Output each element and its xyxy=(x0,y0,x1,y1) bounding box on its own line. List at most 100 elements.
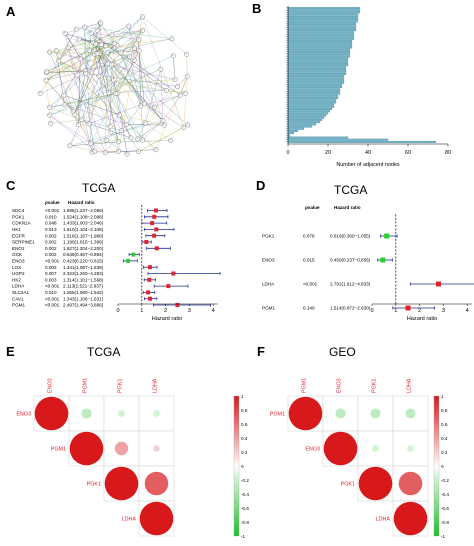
network-edge xyxy=(120,39,139,53)
corr-col-label: PGM1 xyxy=(302,378,308,393)
forest-point xyxy=(126,258,131,263)
bar-b xyxy=(287,35,355,38)
ppi-network xyxy=(37,14,191,157)
network-node-shine xyxy=(79,57,81,60)
bar-b xyxy=(287,90,341,93)
forest-gene-label: SLC2A1 xyxy=(12,290,30,295)
network-edge xyxy=(107,50,140,53)
network-node-shine xyxy=(48,50,50,53)
network-node-shine xyxy=(125,123,127,125)
network-edge xyxy=(91,32,146,124)
network-node-shine xyxy=(49,122,52,124)
bar-b xyxy=(287,132,295,135)
network-node-shine xyxy=(128,55,131,58)
forest-gene-label: HK1 xyxy=(12,227,21,232)
forest-gene-label: PGM1 xyxy=(12,303,25,308)
network-edge xyxy=(79,38,112,65)
panel-c-title: TCGA xyxy=(82,181,115,195)
network-edge xyxy=(92,42,164,121)
network-edge xyxy=(58,60,86,74)
bar-b xyxy=(287,53,351,56)
network-node-shine xyxy=(114,92,117,94)
b-x-tick-label: 20 xyxy=(325,150,331,156)
bar-b xyxy=(287,119,323,121)
network-edge xyxy=(94,54,111,127)
panel-f-label: F xyxy=(257,344,265,359)
network-edge xyxy=(45,60,59,81)
network-edge xyxy=(155,76,188,150)
forest-pvalue: 0.078 xyxy=(303,234,315,239)
network-edge xyxy=(84,27,86,71)
network-node-shine xyxy=(183,91,186,94)
corr-row-label: ENO3 xyxy=(305,447,320,453)
bar-b xyxy=(287,64,349,67)
network-edge xyxy=(46,70,86,73)
forest-plot-c: SDC4 <0.001 1.595(1.237−2.056)PGK1 0.010 1.5… xyxy=(12,204,221,314)
forest-pvalue: <0.001 xyxy=(45,259,60,264)
colorbar-tick-label: -0.8 xyxy=(441,520,449,525)
network-node-shine xyxy=(87,122,90,125)
network-node-shine xyxy=(88,49,90,51)
network-node-shine xyxy=(182,126,184,128)
forest-point xyxy=(154,227,159,232)
network-node-shine xyxy=(104,138,107,141)
network-node-shine xyxy=(108,124,111,127)
b-x-tick-label: 0 xyxy=(287,150,290,156)
forest-hr-text: 1.314(1.101−1.568) xyxy=(63,277,104,282)
bar-b xyxy=(287,61,349,64)
forest-point xyxy=(435,281,441,287)
forest-hr-text: 2.323(1.260−4.283) xyxy=(63,271,104,276)
network-node-shine xyxy=(141,15,143,18)
bar-b xyxy=(287,48,351,51)
colorbar-tick-label: 0 xyxy=(241,464,244,469)
network-edge xyxy=(64,104,127,125)
bar-b xyxy=(287,125,313,128)
network-node-shine xyxy=(48,105,50,108)
bar-b xyxy=(287,123,317,126)
forest-point xyxy=(131,252,136,257)
bar-b xyxy=(287,37,355,40)
network-edge xyxy=(180,76,188,96)
network-node-shine xyxy=(63,103,65,106)
network-edge xyxy=(89,50,167,91)
network-node-shine xyxy=(73,113,76,115)
colorbar-tick-label: -1 xyxy=(241,534,246,539)
panel-a: A xyxy=(6,4,191,157)
network-node-shine xyxy=(90,150,93,153)
network-edge xyxy=(117,50,140,94)
forest-pvalue: 0.015 xyxy=(303,258,315,263)
network-edge xyxy=(145,76,188,124)
network-node-shine xyxy=(106,62,109,64)
bar-b xyxy=(287,40,353,42)
forest-x-tick-label: 3 xyxy=(188,308,191,314)
bar-b xyxy=(287,44,353,47)
forest-x-tick-label: 4 xyxy=(466,308,469,314)
forest-pvalue: 0.002 xyxy=(45,246,57,251)
forest-x-tick-label: 0 xyxy=(370,308,373,314)
colorbar-tick-label: -0.2 xyxy=(241,478,249,483)
forest-point xyxy=(152,214,157,219)
bar-b xyxy=(287,51,351,53)
network-edge xyxy=(154,76,188,108)
network-edge xyxy=(98,44,102,77)
bar-b xyxy=(287,57,349,60)
network-node-shine xyxy=(77,123,79,126)
corr-circle xyxy=(323,431,358,466)
network-node-shine xyxy=(89,142,92,144)
network-edge xyxy=(105,149,156,153)
bar-b xyxy=(287,33,355,36)
forest-point xyxy=(171,271,176,276)
colorbar-tick-label: 0.4 xyxy=(241,436,248,441)
network-edge xyxy=(69,30,143,146)
bar-b xyxy=(287,77,345,80)
colorbar-tick-label: 0 xyxy=(441,464,444,469)
colorbar xyxy=(433,395,440,537)
network-edge xyxy=(117,93,128,155)
colorbar-tick-label: 0.6 xyxy=(241,422,248,427)
bar-b xyxy=(287,108,333,110)
corr-circle xyxy=(69,431,104,466)
network-node-shine xyxy=(141,28,144,31)
network-node-shine xyxy=(104,44,106,47)
bar-b xyxy=(287,114,327,117)
